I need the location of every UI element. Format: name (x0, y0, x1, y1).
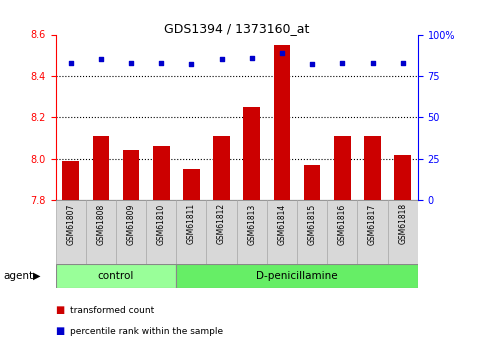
Bar (213, 136, 230, 200)
Text: GSM61809: GSM61809 (127, 203, 136, 245)
Bar (243, 107, 260, 200)
Text: GSM61818: GSM61818 (398, 203, 407, 244)
Bar (364, 136, 381, 200)
Bar (388, 200, 418, 264)
Text: ■: ■ (56, 326, 65, 336)
Text: transformed count: transformed count (70, 306, 154, 315)
Point (67, 60, 74, 66)
Point (97, 57, 105, 62)
Text: GSM61811: GSM61811 (187, 203, 196, 244)
Point (157, 60, 165, 66)
Text: GSM61807: GSM61807 (66, 203, 75, 245)
Text: GSM61815: GSM61815 (308, 203, 317, 245)
Text: GDS1394 / 1373160_at: GDS1394 / 1373160_at (164, 22, 309, 36)
Text: GSM61817: GSM61817 (368, 203, 377, 245)
Bar (334, 136, 351, 200)
Text: ▶: ▶ (33, 271, 41, 281)
Text: GSM61816: GSM61816 (338, 203, 347, 245)
Point (248, 55, 256, 60)
Bar (207, 200, 237, 264)
Point (127, 60, 135, 66)
Point (369, 60, 376, 66)
Bar (183, 169, 199, 200)
Text: GSM61813: GSM61813 (247, 203, 256, 245)
Text: ■: ■ (56, 306, 65, 315)
Bar (146, 200, 176, 264)
Point (339, 60, 346, 66)
Bar (327, 200, 357, 264)
Bar (304, 165, 320, 200)
Text: GSM61810: GSM61810 (156, 203, 166, 245)
Bar (267, 200, 297, 264)
Point (399, 60, 407, 66)
Text: GSM61814: GSM61814 (277, 203, 286, 245)
Text: agent: agent (4, 271, 34, 281)
Bar (153, 146, 170, 200)
Text: GSM61808: GSM61808 (96, 203, 105, 245)
Bar (176, 264, 418, 288)
Text: D-penicillamine: D-penicillamine (256, 271, 338, 281)
Bar (237, 200, 267, 264)
Bar (56, 264, 176, 288)
Text: control: control (98, 271, 134, 281)
Bar (62, 161, 79, 200)
Bar (176, 200, 207, 264)
Text: percentile rank within the sample: percentile rank within the sample (70, 327, 223, 336)
Bar (274, 45, 290, 200)
Bar (56, 200, 86, 264)
Bar (93, 136, 109, 200)
Bar (357, 200, 388, 264)
Bar (123, 150, 139, 200)
Point (218, 57, 226, 62)
Bar (116, 200, 146, 264)
Point (308, 61, 316, 67)
Point (278, 50, 286, 56)
Bar (395, 155, 411, 200)
Text: GSM61812: GSM61812 (217, 203, 226, 244)
Point (187, 61, 195, 67)
Bar (86, 200, 116, 264)
Bar (297, 200, 327, 264)
